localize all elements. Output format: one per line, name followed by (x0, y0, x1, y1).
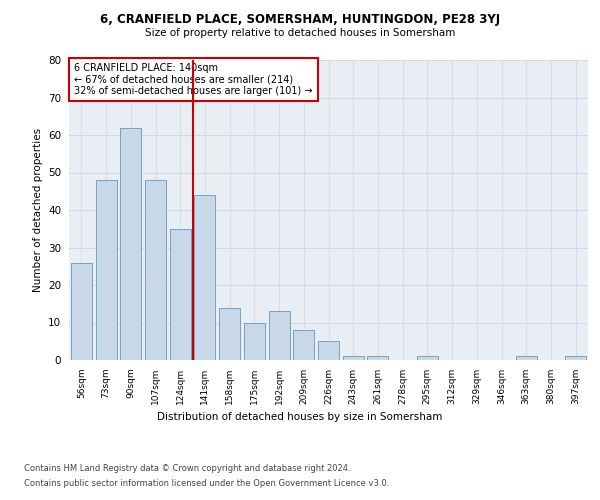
Bar (244, 322, 265, 360)
Bar (95, 180, 116, 360)
Bar (170, 229, 191, 360)
Y-axis label: Number of detached properties: Number of detached properties (32, 128, 43, 292)
Bar (367, 356, 388, 360)
Text: Contains public sector information licensed under the Open Government Licence v3: Contains public sector information licen… (24, 479, 389, 488)
Bar (71, 262, 92, 360)
Bar (145, 180, 166, 360)
Bar (120, 128, 141, 360)
Text: Contains HM Land Registry data © Crown copyright and database right 2024.: Contains HM Land Registry data © Crown c… (24, 464, 350, 473)
Bar (565, 356, 586, 360)
Text: 6 CRANFIELD PLACE: 140sqm
← 67% of detached houses are smaller (214)
32% of semi: 6 CRANFIELD PLACE: 140sqm ← 67% of detac… (74, 63, 313, 96)
Bar (417, 356, 438, 360)
Bar (318, 341, 339, 360)
Bar (269, 311, 290, 360)
Bar (343, 356, 364, 360)
Bar (516, 356, 537, 360)
Text: 6, CRANFIELD PLACE, SOMERSHAM, HUNTINGDON, PE28 3YJ: 6, CRANFIELD PLACE, SOMERSHAM, HUNTINGDO… (100, 12, 500, 26)
Text: Size of property relative to detached houses in Somersham: Size of property relative to detached ho… (145, 28, 455, 38)
Text: Distribution of detached houses by size in Somersham: Distribution of detached houses by size … (157, 412, 443, 422)
Bar (194, 195, 215, 360)
Bar (219, 308, 240, 360)
Bar (293, 330, 314, 360)
